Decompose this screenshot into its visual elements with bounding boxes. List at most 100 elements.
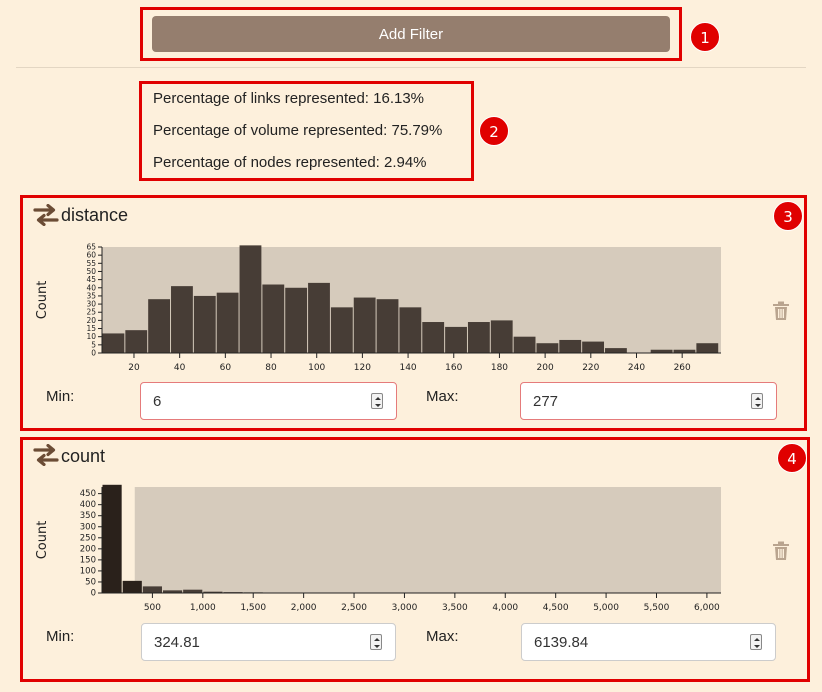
count-x-tick-label: 3,000	[392, 603, 418, 613]
distance-y-axis-label: Count	[35, 281, 50, 320]
distance-bar	[513, 336, 536, 353]
distance-bar	[125, 330, 148, 353]
distance-min-input[interactable]: 6	[140, 382, 397, 420]
add-filter-button[interactable]: Add Filter	[152, 16, 670, 52]
count-x-tick-label: 5,500	[644, 603, 670, 613]
count-y-axis-label: Count	[35, 521, 50, 560]
distance-bar	[696, 343, 719, 353]
count-y-tick-label: 150	[80, 555, 96, 565]
distance-max-value: 277	[533, 393, 559, 410]
spinner-icon[interactable]	[751, 393, 763, 409]
spinner-icon[interactable]	[750, 634, 762, 650]
distance-bar	[285, 287, 308, 353]
distance-bar	[376, 299, 399, 353]
min-label: Min:	[46, 628, 75, 645]
distance-x-tick-label: 240	[628, 363, 645, 373]
count-y-tick-label: 100	[80, 566, 96, 576]
min-label: Min:	[46, 388, 75, 405]
distance-bar	[399, 307, 422, 353]
count-x-tick-label: 500	[144, 603, 161, 613]
count-y-tick-label: 0	[91, 589, 96, 599]
distance-max-input[interactable]: 277	[520, 382, 777, 420]
spinner-icon[interactable]	[370, 634, 382, 650]
distance-x-tick-label: 260	[674, 363, 691, 373]
trash-icon[interactable]	[772, 541, 790, 561]
distance-x-tick-label: 180	[491, 363, 508, 373]
highlight-box-distance-filter	[20, 195, 807, 431]
badge-1: 1	[690, 22, 720, 52]
count-bar	[183, 589, 203, 593]
count-max-value: 6139.84	[534, 634, 589, 651]
distance-y-tick-label: 20	[86, 316, 96, 325]
max-label: Max:	[426, 388, 459, 405]
badge-2: 2	[479, 116, 509, 146]
distance-bar	[193, 295, 216, 353]
count-y-tick-label: 250	[80, 533, 96, 543]
distance-bar	[650, 349, 673, 353]
filter-title-count: count	[61, 446, 106, 466]
trash-icon[interactable]	[772, 301, 790, 321]
distance-x-tick-label: 220	[582, 363, 599, 373]
count-x-tick-label: 1,000	[190, 603, 216, 613]
count-y-tick-label: 400	[80, 500, 96, 510]
highlight-box-add-filter	[140, 7, 682, 61]
distance-bar	[559, 339, 582, 353]
max-label: Max:	[426, 628, 459, 645]
distance-bar	[445, 326, 467, 353]
nodes-percentage: Percentage of nodes represented: 2.94%	[153, 154, 427, 171]
distance-x-tick-label: 40	[174, 363, 186, 373]
distance-bar	[148, 299, 171, 353]
count-y-tick-label: 200	[80, 544, 96, 554]
count-min-input[interactable]: 324.81	[141, 623, 396, 661]
count-bar	[122, 580, 142, 593]
spinner-icon[interactable]	[371, 393, 383, 409]
distance-x-tick-label: 120	[354, 363, 371, 373]
count-x-tick-label: 4,000	[492, 603, 518, 613]
count-y-tick-label: 450	[80, 489, 96, 499]
distance-y-tick-label: 40	[86, 283, 96, 292]
badge-4: 4	[777, 443, 807, 473]
distance-bar	[216, 292, 239, 353]
distance-y-tick-label: 0	[91, 349, 96, 358]
distance-y-tick-label: 5	[91, 340, 96, 349]
distance-x-tick-label: 200	[537, 363, 554, 373]
badge-3: 3	[773, 201, 803, 231]
distance-bar	[582, 341, 605, 353]
distance-y-tick-label: 65	[86, 243, 96, 252]
count-x-tick-label: 6,000	[694, 603, 720, 613]
distance-x-tick-label: 80	[265, 363, 277, 373]
count-bar	[142, 586, 162, 593]
distance-x-tick-label: 160	[445, 363, 462, 373]
volume-percentage: Percentage of volume represented: 75.79%	[153, 122, 443, 139]
count-min-value: 324.81	[154, 634, 200, 651]
distance-y-tick-label: 25	[86, 308, 96, 317]
distance-bar	[490, 320, 513, 353]
distance-bar	[353, 297, 376, 353]
count-y-tick-label: 50	[85, 577, 96, 587]
distance-bar	[262, 284, 285, 353]
distance-bar	[330, 307, 353, 353]
swap-arrows-icon[interactable]	[33, 204, 59, 226]
count-x-tick-label: 2,000	[291, 603, 317, 613]
distance-x-tick-label: 140	[399, 363, 416, 373]
count-max-input[interactable]: 6139.84	[521, 623, 776, 661]
distance-bar	[605, 348, 627, 353]
distance-y-tick-label: 50	[86, 267, 96, 276]
count-bar	[203, 591, 223, 593]
divider	[16, 67, 806, 68]
count-y-tick-label: 350	[80, 511, 96, 521]
swap-arrows-icon[interactable]	[33, 444, 59, 466]
distance-x-tick-label: 100	[308, 363, 325, 373]
distance-min-value: 6	[153, 393, 162, 410]
count-y-tick-label: 300	[80, 522, 96, 532]
distance-bar	[239, 245, 262, 353]
distance-y-tick-label: 60	[86, 251, 96, 260]
count-bar	[162, 590, 183, 593]
distance-y-tick-label: 15	[86, 324, 96, 333]
distance-bar	[422, 322, 445, 353]
count-plot-area	[102, 487, 721, 593]
distance-bar	[171, 286, 193, 353]
distance-bar	[467, 322, 490, 353]
